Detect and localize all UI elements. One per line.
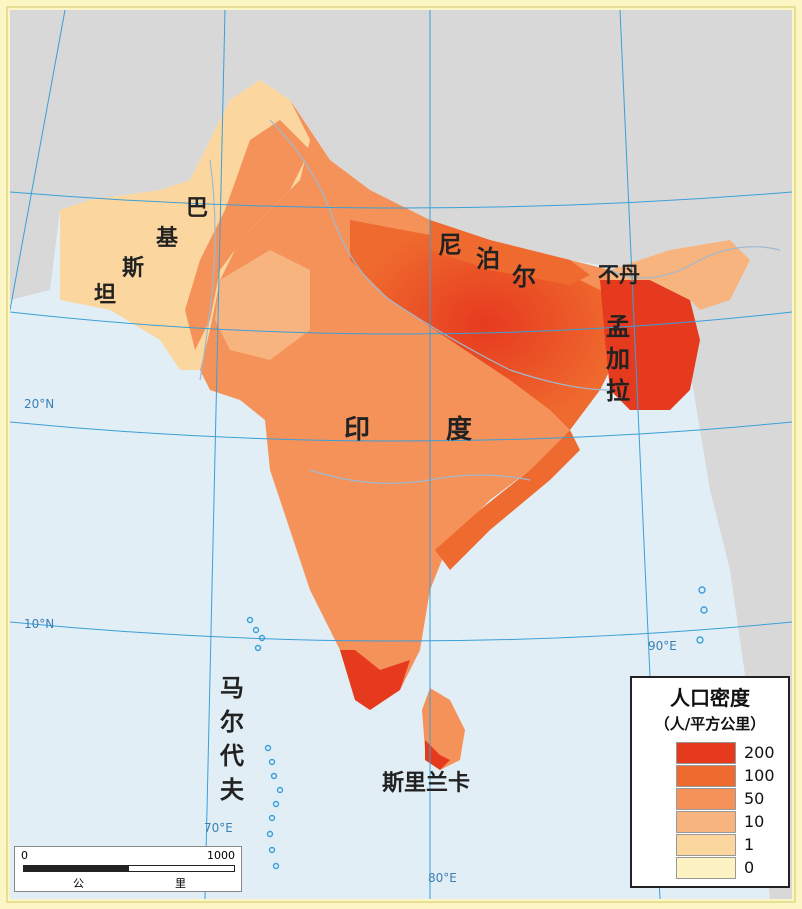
scale-bar: 0 1000 公 里	[14, 846, 242, 892]
sri-lanka-label: 斯里兰卡	[382, 770, 470, 796]
lon-80-label: 80°E	[428, 871, 457, 885]
legend-value-10: 10	[744, 812, 765, 831]
lon-90-label: 90°E	[648, 639, 677, 653]
india-char-2: 度	[446, 414, 472, 445]
lon-70-label: 70°E	[204, 821, 233, 835]
legend-title: 人口密度	[670, 686, 750, 710]
bangladesh-region	[600, 280, 700, 410]
legend: 人口密度 （人/平方公里） 200 100 50 10 1 0	[630, 676, 790, 888]
pakistan-char-2: 基	[156, 226, 179, 251]
scale-unit-left: 公	[73, 877, 84, 890]
map-frame	[6, 6, 796, 903]
legend-swatch-200	[676, 742, 736, 764]
kerala-coast	[340, 650, 410, 710]
scale-unit-right: 里	[175, 877, 186, 890]
maldives-char-3: 代	[219, 742, 244, 770]
legend-swatch-10	[676, 811, 736, 833]
nepal-region	[430, 220, 590, 285]
legend-value-50: 50	[744, 789, 765, 808]
northeast-india	[610, 240, 750, 310]
graticule	[10, 10, 792, 899]
nepal-char-2: 泊	[476, 245, 500, 273]
scale-end: 1000	[207, 849, 235, 862]
legend-value-200: 200	[744, 743, 775, 762]
pakistan-char-4: 坦	[94, 283, 116, 308]
legend-swatch-1	[676, 834, 736, 856]
lat-20-label: 20°N	[24, 397, 54, 411]
maldives-char-2: 尔	[220, 708, 244, 736]
legend-swatch-50	[676, 788, 736, 810]
bhutan-label: 不丹	[598, 263, 640, 287]
bangladesh-char-3: 拉	[606, 377, 630, 405]
pakistan-char-1: 巴	[186, 196, 208, 221]
nepal-char-3: 尔	[512, 263, 536, 291]
legend-value-0: 0	[744, 858, 755, 877]
pakistan-indus	[185, 120, 310, 350]
legend-value-1: 1	[744, 835, 755, 854]
legend-unit: （人/平方公里）	[654, 715, 766, 733]
pakistan-char-3: 斯	[122, 255, 144, 281]
bangladesh-char-2: 加	[606, 345, 630, 373]
lat-10-label: 10°N	[24, 617, 54, 631]
east-coast	[435, 430, 580, 570]
foreign-land-north	[10, 10, 792, 490]
scale-ruler	[23, 865, 235, 872]
india-char-1: 印	[344, 415, 370, 445]
maldives-char-4: 夫	[220, 776, 245, 804]
legend-swatch-0	[676, 857, 736, 879]
legend-swatch-100	[676, 765, 736, 787]
scale-start: 0	[21, 849, 28, 862]
bangladesh-char-1: 孟	[606, 313, 630, 341]
maldives-char-1: 马	[220, 674, 244, 702]
nepal-char-1: 尼	[438, 231, 462, 259]
legend-value-100: 100	[744, 766, 775, 785]
sri-lanka-dense	[425, 740, 450, 770]
maldives-islands	[246, 586, 708, 870]
